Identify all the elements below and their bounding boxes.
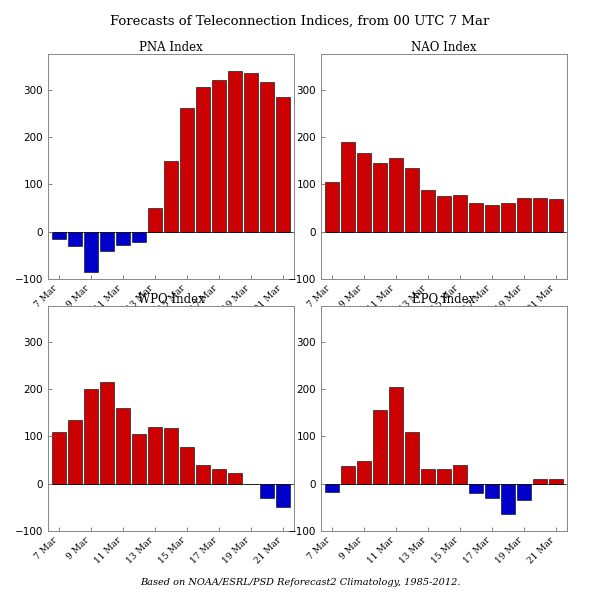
Bar	[116, 232, 130, 245]
Bar	[212, 80, 226, 232]
Bar	[389, 386, 403, 484]
Bar	[276, 97, 290, 232]
Bar	[116, 408, 130, 484]
Bar	[180, 446, 194, 484]
Bar	[533, 479, 547, 484]
Bar	[389, 158, 403, 232]
Bar	[164, 428, 178, 484]
Bar	[148, 427, 162, 484]
Bar	[358, 461, 371, 484]
Bar	[501, 203, 515, 232]
Bar	[52, 232, 66, 239]
Bar	[373, 410, 387, 484]
Bar	[405, 431, 419, 484]
Bar	[148, 208, 162, 232]
Bar	[469, 484, 483, 493]
Bar	[68, 232, 82, 246]
Bar	[325, 182, 339, 232]
Bar	[341, 142, 355, 232]
Bar	[549, 199, 563, 232]
Bar	[421, 190, 435, 232]
Bar	[85, 389, 98, 484]
Bar	[501, 484, 515, 514]
Text: Based on NOAA/ESRL/PSD Reforecast2 Climatology, 1985-2012.: Based on NOAA/ESRL/PSD Reforecast2 Clima…	[140, 578, 460, 587]
Bar	[549, 479, 563, 484]
Bar	[341, 466, 355, 484]
Bar	[132, 434, 146, 484]
Bar	[469, 203, 483, 232]
Bar	[325, 484, 339, 492]
Bar	[373, 163, 387, 232]
Bar	[421, 469, 435, 484]
Bar	[228, 71, 242, 232]
Bar	[85, 232, 98, 272]
Bar	[358, 154, 371, 232]
Bar	[100, 382, 114, 484]
Bar	[405, 167, 419, 232]
Bar	[68, 419, 82, 484]
Bar	[260, 484, 274, 498]
Title: EPO Index: EPO Index	[412, 293, 476, 306]
Bar	[453, 194, 467, 232]
Bar	[533, 199, 547, 232]
Bar	[517, 197, 530, 232]
Bar	[260, 82, 274, 232]
Bar	[485, 205, 499, 232]
Bar	[228, 473, 242, 484]
Bar	[437, 196, 451, 232]
Bar	[180, 109, 194, 232]
Bar	[437, 469, 451, 484]
Bar	[52, 431, 66, 484]
Bar	[453, 464, 467, 484]
Bar	[485, 484, 499, 498]
Text: Forecasts of Teleconnection Indices, from 00 UTC 7 Mar: Forecasts of Teleconnection Indices, fro…	[110, 15, 490, 28]
Title: PNA Index: PNA Index	[139, 41, 203, 54]
Bar	[100, 232, 114, 251]
Bar	[517, 484, 530, 500]
Title: NAO Index: NAO Index	[411, 41, 477, 54]
Bar	[132, 232, 146, 242]
Bar	[212, 469, 226, 484]
Bar	[276, 484, 290, 508]
Bar	[164, 161, 178, 232]
Bar	[196, 464, 210, 484]
Title: WPO Index: WPO Index	[137, 293, 205, 306]
Bar	[196, 87, 210, 232]
Bar	[244, 73, 257, 232]
